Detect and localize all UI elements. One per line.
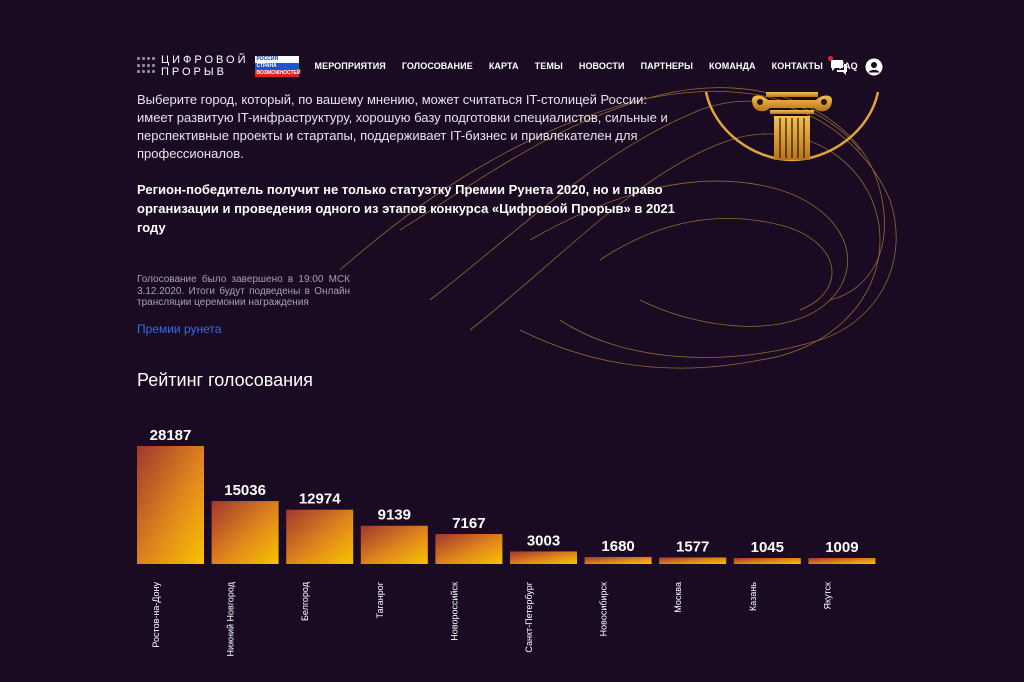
- bar: [137, 446, 204, 564]
- logo-line-2: ПРОРЫВ: [161, 66, 227, 78]
- notification-dot: [828, 56, 833, 61]
- logo-line-1: ЦИФРОВОЙ: [161, 54, 249, 66]
- badge-line-2: СТРАНА: [254, 62, 299, 70]
- bar-category-label: Москва: [673, 582, 683, 613]
- bar: [733, 558, 801, 564]
- site-logo[interactable]: ЦИФРОВОЙ ПРОРЫВ РОССИЯ СТРАНА ВОЗМОЖНОСТ…: [137, 48, 301, 84]
- bar-value-label: 9139: [378, 507, 411, 524]
- bar-value-label: 12974: [299, 491, 341, 508]
- bar: [510, 551, 577, 564]
- nav-item-team[interactable]: КОМАНДА: [709, 61, 756, 71]
- nav-item-topics[interactable]: ТЕМЫ: [534, 61, 563, 71]
- badge-line-1: РОССИЯ: [254, 55, 299, 63]
- nav-item-contacts[interactable]: КОНТАКТЫ: [771, 61, 823, 71]
- bar-value-label: 15036: [224, 482, 266, 499]
- nav-item-faq[interactable]: FAQ: [838, 61, 858, 71]
- bar-category-label: Белгород: [300, 581, 310, 621]
- bar-category-label: Новосибирск: [599, 582, 609, 636]
- intro-text: Выберите город, который, по вашему мнени…: [137, 92, 668, 161]
- logo-text: ЦИФРОВОЙ ПРОРЫВ: [161, 54, 249, 78]
- bar-value-label: 28187: [150, 427, 192, 444]
- nav-item-events[interactable]: МЕРОПРИЯТИЯ: [314, 61, 386, 71]
- site-header: ЦИФРОВОЙ ПРОРЫВ РОССИЯ СТРАНА ВОЗМОЖНОСТ…: [137, 48, 887, 84]
- intro-prize-text: Регион-победитель получит не только стат…: [137, 182, 675, 235]
- bar: [286, 509, 354, 564]
- bar: [360, 525, 428, 564]
- russia-badge: РОССИЯ СТРАНА ВОЗМОЖНОСТЕЙ: [254, 55, 301, 77]
- bar-category-label: Новороссийск: [449, 582, 459, 641]
- bar-category-label: Ростов-на-Дону: [151, 582, 161, 648]
- bar-category-label: Казань: [748, 582, 758, 611]
- bar: [808, 558, 876, 564]
- nav-item-voting[interactable]: ГОЛОСОВАНИЕ: [401, 61, 473, 71]
- rating-title: Рейтинг голосования: [137, 370, 313, 390]
- header-icons: [828, 56, 883, 76]
- bar: [211, 501, 279, 564]
- bar-value-label: 1045: [751, 539, 784, 556]
- column-icon: [704, 91, 880, 162]
- chat-icon[interactable]: [828, 56, 848, 76]
- bar-category-label: Таганрог: [375, 581, 385, 618]
- bar-category-label: Якутск: [822, 582, 832, 610]
- runet-prize-link[interactable]: Премии рунета: [137, 322, 222, 336]
- main-nav: МЕРОПРИЯТИЯ ГОЛОСОВАНИЕ КАРТА ТЕМЫ НОВОС…: [315, 61, 858, 71]
- nav-item-news[interactable]: НОВОСТИ: [578, 61, 625, 71]
- bar-value-label: 1577: [676, 538, 709, 555]
- bar: [659, 557, 727, 564]
- bar-category-label: Санкт-Петербург: [524, 581, 534, 652]
- user-icon[interactable]: [865, 58, 883, 76]
- bar-value-label: 1680: [601, 538, 634, 555]
- bar-value-label: 7167: [452, 515, 485, 532]
- nav-item-partners[interactable]: ПАРТНЕРЫ: [640, 61, 694, 71]
- bar: [435, 533, 503, 564]
- voting-ended-note: Голосование было завершено в 19:00 МСК 3…: [137, 274, 350, 308]
- bar: [584, 556, 652, 564]
- bar-value-label: 1009: [825, 539, 858, 556]
- logo-grid-icon: [137, 57, 155, 75]
- nav-item-map[interactable]: КАРТА: [488, 61, 519, 71]
- bar-category-label: Нижний Новгород: [226, 581, 236, 656]
- badge-line-3: ВОЗМОЖНОСТЕЙ: [254, 69, 301, 77]
- bar-value-label: 3003: [527, 532, 560, 549]
